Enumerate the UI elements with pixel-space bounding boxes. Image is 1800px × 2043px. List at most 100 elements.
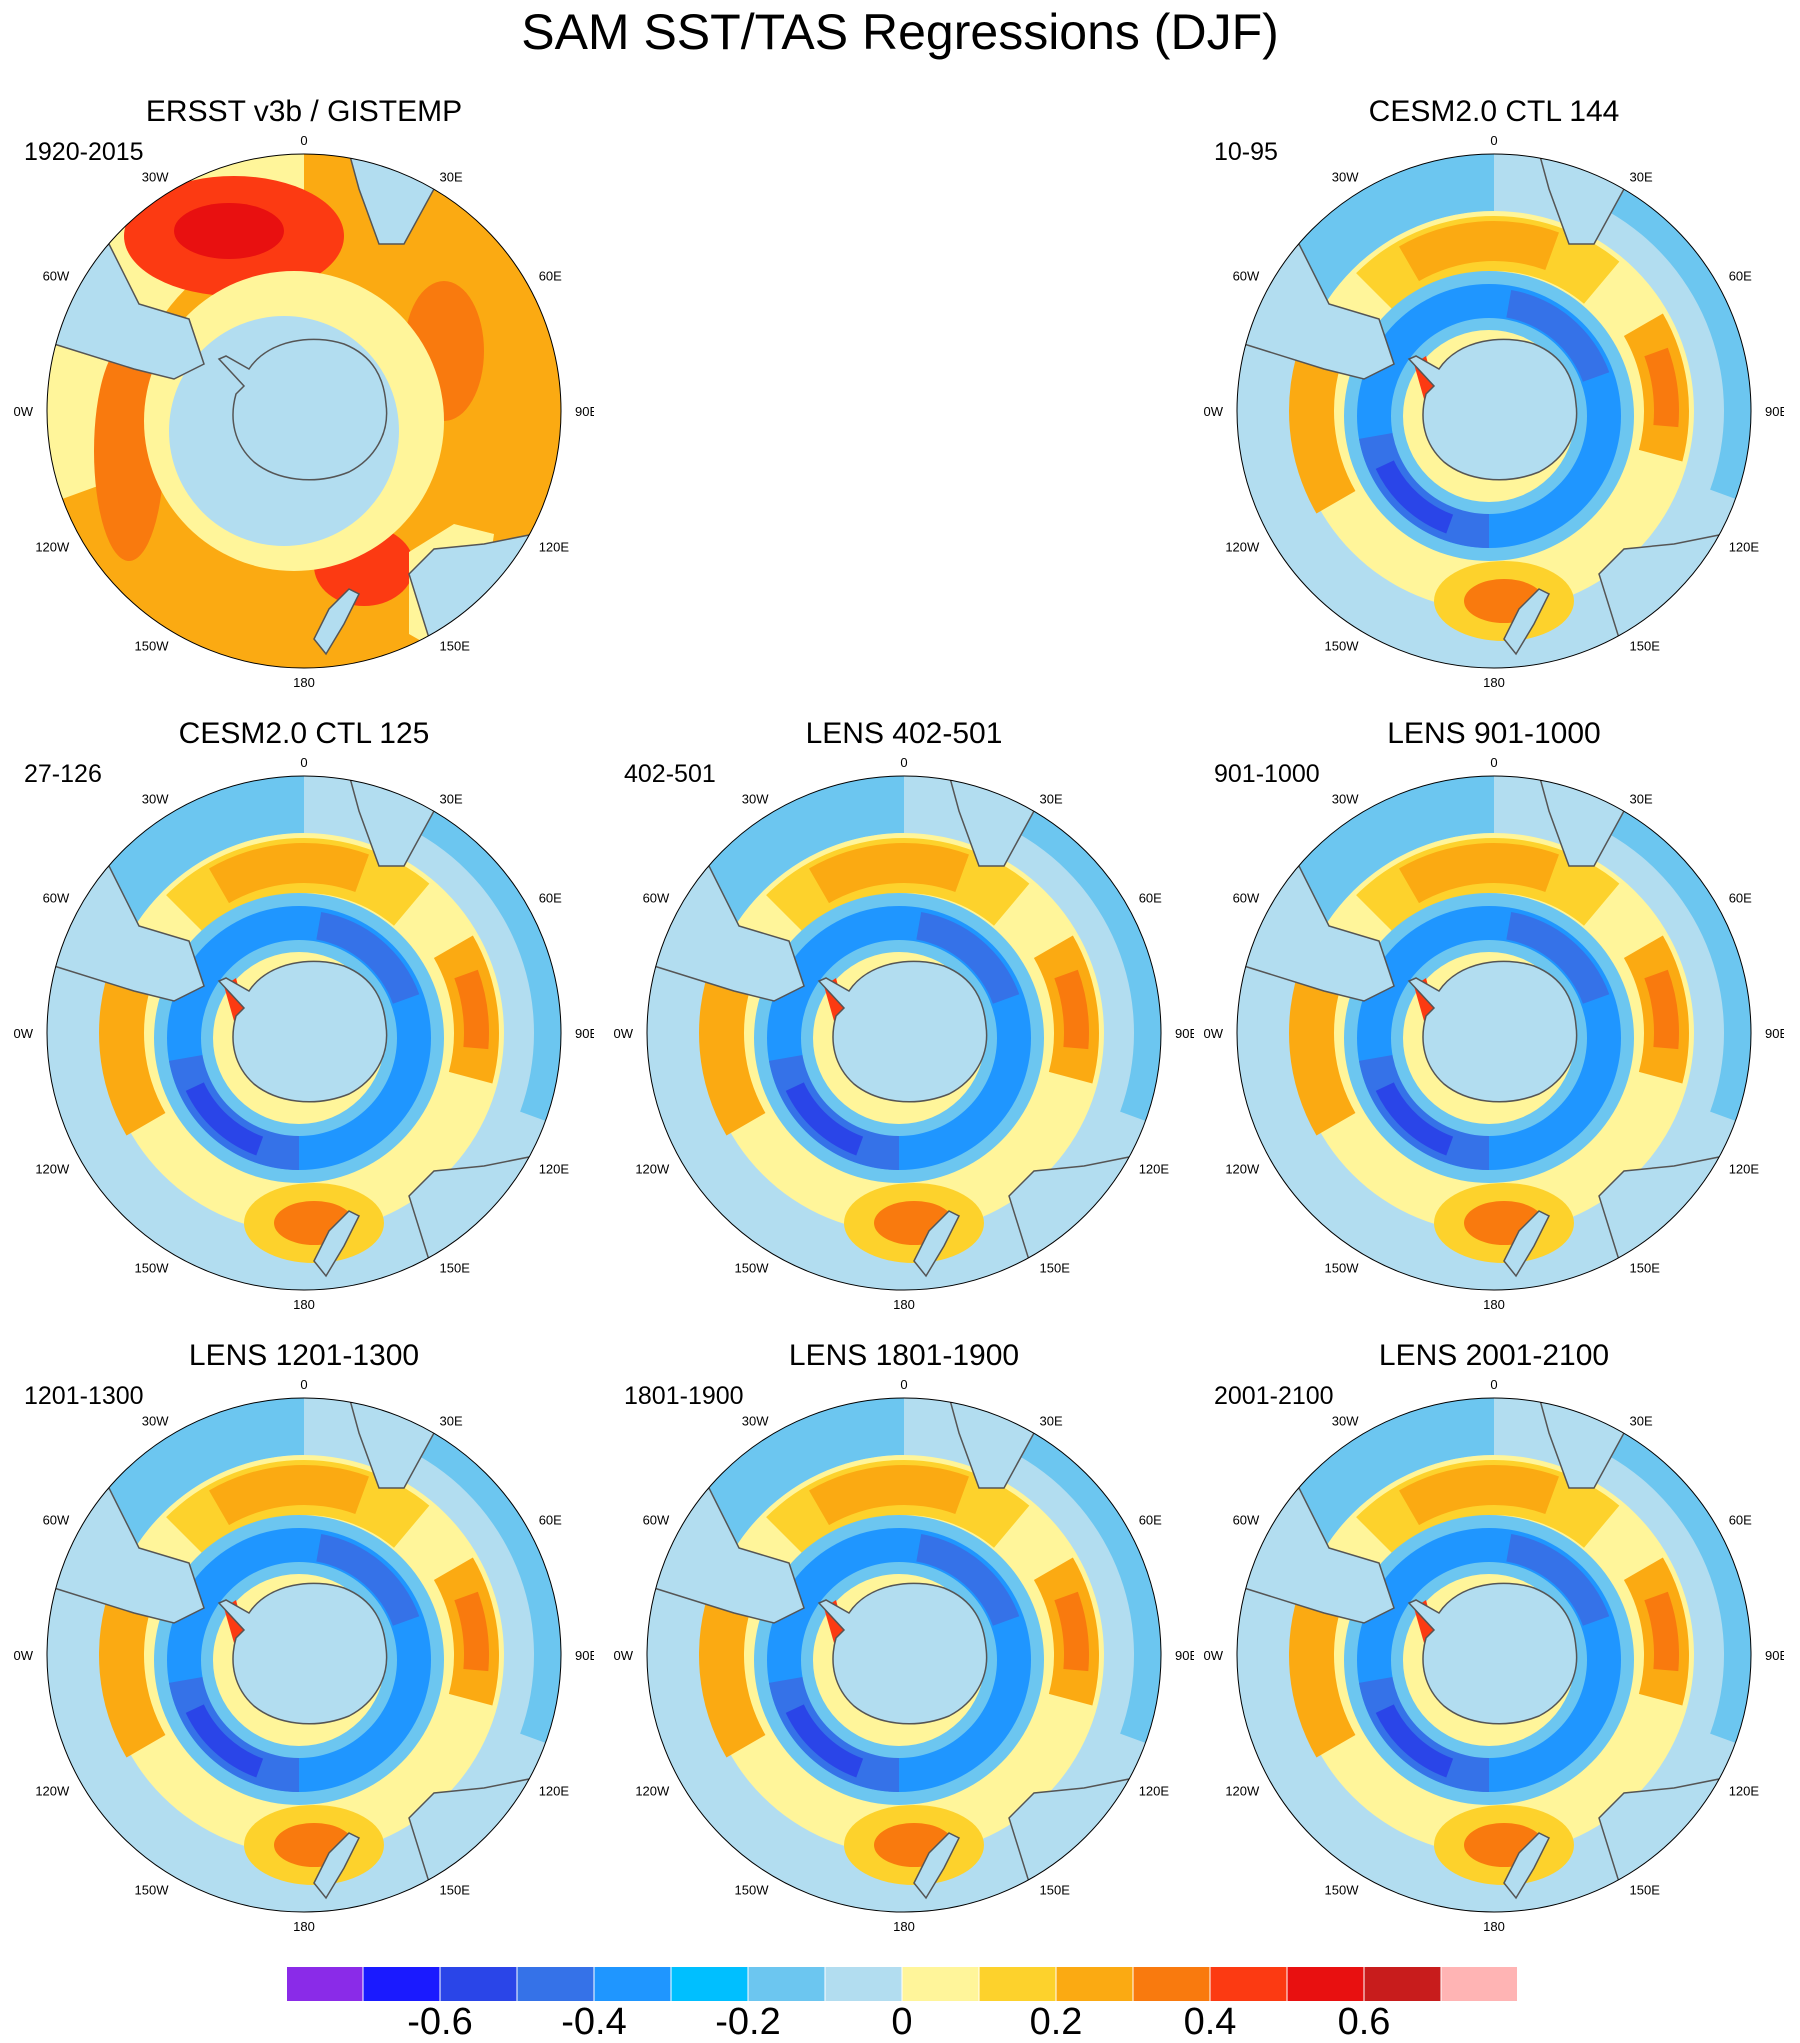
panel-years: 2001-2100 <box>1214 1382 1334 1410</box>
longitude-label: 90W <box>14 1026 34 1041</box>
longitude-label: 120W <box>35 540 70 555</box>
panel-title: CESM2.0 CTL 125 <box>178 717 430 750</box>
colorbar-tick-label: -0.2 <box>715 2001 781 2043</box>
new-zealand-landmass <box>313 1210 361 1278</box>
longitude-label: 180 <box>893 1919 915 1934</box>
longitude-label: 90W <box>1204 1026 1224 1041</box>
map-boundary <box>46 775 562 1291</box>
longitude-label: 90W <box>14 404 34 419</box>
map-boundary <box>646 775 1162 1291</box>
longitude-label: 120E <box>539 1162 570 1177</box>
longitude-label: 60W <box>643 1513 670 1528</box>
longitude-label: 30W <box>142 791 169 806</box>
longitude-label: 120W <box>635 1784 670 1799</box>
longitude-label: 120W <box>635 1162 670 1177</box>
antarctica-landmass <box>1407 338 1578 481</box>
colorbar-box <box>286 1966 364 2002</box>
regression-field <box>647 1398 1161 1912</box>
polar-map: 0 30E 60E 90E 120E 150E 180 150W 120W 90W 60W 30W <box>1204 133 1784 690</box>
longitude-label: 30E <box>440 791 463 806</box>
longitude-label: 120E <box>539 1784 570 1799</box>
longitude-label: 150E <box>440 1261 471 1276</box>
panel-years: 27-126 <box>24 760 102 788</box>
regression-field <box>1237 1398 1751 1912</box>
panel-title: LENS 1201-1300 <box>188 1339 420 1372</box>
longitude-label: 30W <box>1332 169 1359 184</box>
longitude-label: 150E <box>440 639 471 654</box>
colorbar-frame <box>286 1966 1518 2002</box>
antarctica-landmass <box>1407 1582 1578 1725</box>
map-boundary <box>646 1397 1162 1913</box>
longitude-label: 90E <box>575 1648 594 1663</box>
antarctica-landmass <box>217 1582 388 1725</box>
longitude-label: 60W <box>43 269 70 284</box>
longitude-label: 30E <box>1630 791 1653 806</box>
longitude-label: 150E <box>1630 639 1661 654</box>
longitude-label: 150E <box>440 1883 471 1898</box>
longitude-label: 60E <box>539 891 562 906</box>
regression-field <box>47 154 561 668</box>
longitude-label: 180 <box>1483 1297 1505 1312</box>
longitude-label: 120W <box>35 1784 70 1799</box>
longitude-label: 30W <box>142 169 169 184</box>
panel-years: 1801-1900 <box>624 1382 744 1410</box>
longitude-label: 90W <box>614 1648 634 1663</box>
longitude-label: 90E <box>1765 1648 1784 1663</box>
longitude-label: 30E <box>1630 169 1653 184</box>
polar-map: 0 30E 60E 90E 120E 150E 180 150W 120W 90W 60W 30W <box>14 133 594 690</box>
colorbar-box <box>516 1966 595 2002</box>
regression-field <box>1237 776 1751 1290</box>
panel-title: ERSST v3b / GISTEMP <box>145 95 463 128</box>
longitude-label: 0 <box>900 1377 907 1392</box>
polar-map: 0 30E 60E 90E 120E 150E 180 150W 120W 90W 60W 30W <box>14 1377 594 1934</box>
longitude-label: 90E <box>1175 1026 1194 1041</box>
longitude-label: 90E <box>575 404 594 419</box>
regression-field <box>47 776 561 1290</box>
panel-title: LENS 402-501 <box>805 717 1003 750</box>
map-boundary <box>46 1397 562 1913</box>
longitude-label: 60E <box>1139 1513 1162 1528</box>
longitude-label: 30W <box>1332 1413 1359 1428</box>
longitude-label: 0 <box>1490 1377 1497 1392</box>
map-boundary <box>46 153 562 669</box>
longitude-label: 60E <box>1729 1513 1752 1528</box>
polar-map: 0 30E 60E 90E 120E 150E 180 150W 120W 90W 60W 30W <box>1204 755 1784 1312</box>
antarctica-landmass <box>217 960 388 1103</box>
colorbar-box <box>747 1966 826 2002</box>
longitude-label: 0 <box>300 1377 307 1392</box>
new-zealand-landmass <box>913 1832 961 1900</box>
longitude-label: 150W <box>135 1883 170 1898</box>
panel-title: LENS 1801-1900 <box>788 1339 1020 1372</box>
longitude-label: 120W <box>35 1162 70 1177</box>
longitude-label: 60W <box>1233 1513 1260 1528</box>
longitude-label: 120W <box>1225 1784 1260 1799</box>
colorbar-box <box>1286 1966 1365 2002</box>
longitude-label: 30E <box>1630 1413 1653 1428</box>
longitude-label: 0 <box>300 133 307 148</box>
longitude-label: 150W <box>735 1261 770 1276</box>
map-panel-lens-1201-1300: LENS 1201-1300 1201-1300 0 30E 60E 90E 120E 1… <box>14 1338 594 1938</box>
map-panel-cesm2-ctl-125: CESM2.0 CTL 125 27-126 0 30E 60E 90E 120E 150… <box>14 716 594 1316</box>
longitude-label: 30W <box>742 791 769 806</box>
panel-years: 402-501 <box>624 760 716 788</box>
map-boundary <box>1236 1397 1752 1913</box>
colorbar-box <box>824 1966 903 2002</box>
longitude-label: 120E <box>1139 1784 1170 1799</box>
longitude-label: 90E <box>575 1026 594 1041</box>
new-zealand-landmass <box>1503 1832 1551 1900</box>
regression-field <box>647 776 1161 1290</box>
longitude-label: 120E <box>1729 1784 1760 1799</box>
longitude-label: 180 <box>293 1297 315 1312</box>
new-zealand-landmass <box>1503 588 1551 656</box>
colorbar-box <box>1055 1966 1134 2002</box>
map-boundary <box>1236 775 1752 1291</box>
map-boundary <box>1236 153 1752 669</box>
longitude-label: 180 <box>1483 1919 1505 1934</box>
colorbar-tick-label: 0.2 <box>1029 2001 1083 2043</box>
longitude-label: 60E <box>539 269 562 284</box>
antarctica-landmass <box>817 1582 988 1725</box>
map-panel-lens-1801-1900: LENS 1801-1900 1801-1900 0 30E 60E 90E 120E 1… <box>614 1338 1194 1938</box>
longitude-label: 90W <box>1204 404 1224 419</box>
colorbar-tick-label: 0 <box>891 2001 913 2043</box>
longitude-label: 30W <box>142 1413 169 1428</box>
